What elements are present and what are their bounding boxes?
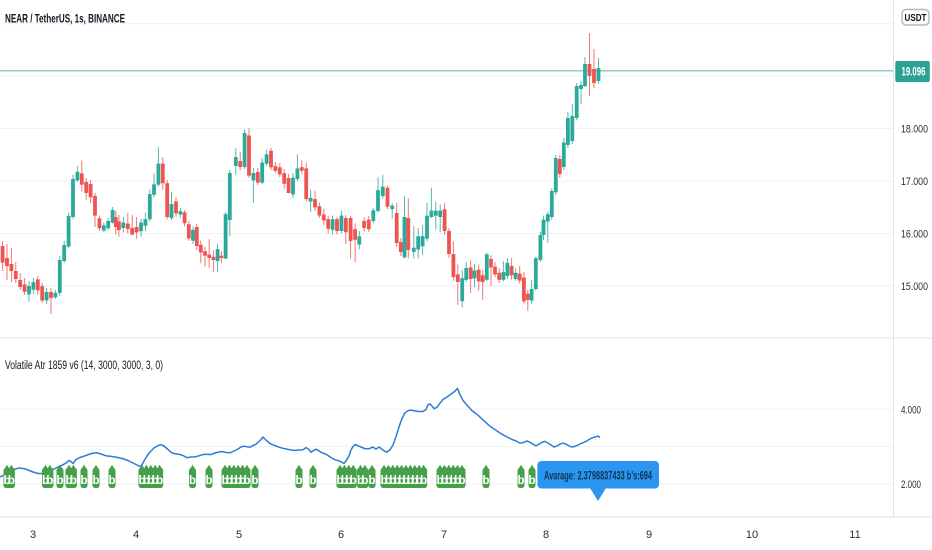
svg-text:18.000: 18.000 bbox=[901, 124, 928, 136]
svg-text:b: b bbox=[402, 475, 409, 487]
svg-text:b: b bbox=[243, 475, 250, 487]
svg-text:b: b bbox=[309, 475, 316, 487]
svg-text:b: b bbox=[416, 475, 423, 487]
svg-text:b: b bbox=[394, 475, 401, 487]
svg-text:b: b bbox=[341, 475, 348, 487]
svg-text:b: b bbox=[70, 475, 77, 487]
svg-text:Avarage: 2.3798837433 b's:694: Avarage: 2.3798837433 b's:694 bbox=[544, 471, 652, 483]
svg-text:b: b bbox=[143, 475, 150, 487]
svg-text:b: b bbox=[226, 475, 233, 487]
svg-text:b: b bbox=[528, 475, 535, 487]
svg-text:b: b bbox=[42, 475, 49, 487]
svg-text:b: b bbox=[458, 475, 465, 487]
svg-text:NEAR / TetherUS, 1s, BINANCE: NEAR / TetherUS, 1s, BINANCE bbox=[5, 12, 125, 26]
svg-text:b: b bbox=[251, 475, 258, 487]
svg-text:8: 8 bbox=[543, 529, 549, 541]
svg-text:b: b bbox=[147, 475, 154, 487]
svg-text:b: b bbox=[482, 475, 489, 487]
svg-text:6: 6 bbox=[338, 529, 344, 541]
svg-text:b: b bbox=[230, 475, 237, 487]
svg-text:15.000: 15.000 bbox=[901, 281, 928, 293]
svg-text:b: b bbox=[235, 475, 242, 487]
svg-text:b: b bbox=[445, 475, 452, 487]
svg-text:b: b bbox=[56, 475, 63, 487]
svg-text:b: b bbox=[8, 475, 15, 487]
svg-text:4.000: 4.000 bbox=[901, 404, 921, 416]
svg-text:b: b bbox=[380, 475, 387, 487]
svg-text:b: b bbox=[3, 475, 10, 487]
svg-text:17.000: 17.000 bbox=[901, 176, 928, 188]
svg-text:b: b bbox=[389, 475, 396, 487]
svg-text:b: b bbox=[336, 475, 343, 487]
svg-text:Volatile Atr 1859 v6 (14, 3000: Volatile Atr 1859 v6 (14, 3000, 3000, 3,… bbox=[5, 360, 163, 372]
svg-text:b: b bbox=[357, 475, 364, 487]
svg-text:b: b bbox=[350, 475, 357, 487]
svg-text:b: b bbox=[454, 475, 461, 487]
svg-text:3: 3 bbox=[30, 529, 36, 541]
svg-text:b: b bbox=[368, 475, 375, 487]
svg-text:b: b bbox=[205, 475, 212, 487]
svg-text:19.096: 19.096 bbox=[902, 67, 926, 79]
svg-text:b: b bbox=[407, 475, 414, 487]
svg-text:5: 5 bbox=[236, 529, 242, 541]
svg-text:16.000: 16.000 bbox=[901, 228, 928, 240]
svg-text:b: b bbox=[152, 475, 159, 487]
svg-text:b: b bbox=[295, 475, 302, 487]
svg-text:b: b bbox=[92, 475, 99, 487]
svg-text:b: b bbox=[385, 475, 392, 487]
svg-text:b: b bbox=[189, 475, 196, 487]
svg-text:b: b bbox=[65, 475, 72, 487]
svg-text:USDT: USDT bbox=[905, 13, 927, 24]
svg-text:b: b bbox=[239, 475, 246, 487]
svg-text:b: b bbox=[436, 475, 443, 487]
svg-text:b: b bbox=[420, 475, 427, 487]
svg-text:b: b bbox=[441, 475, 448, 487]
svg-text:b: b bbox=[398, 475, 405, 487]
svg-text:10: 10 bbox=[746, 529, 758, 541]
svg-text:7: 7 bbox=[441, 529, 447, 541]
svg-text:b: b bbox=[156, 475, 163, 487]
svg-text:b: b bbox=[450, 475, 457, 487]
svg-text:b: b bbox=[345, 475, 352, 487]
svg-text:b: b bbox=[411, 475, 418, 487]
svg-text:b: b bbox=[517, 475, 524, 487]
svg-text:b: b bbox=[46, 475, 53, 487]
svg-text:9: 9 bbox=[646, 529, 652, 541]
svg-text:b: b bbox=[138, 475, 145, 487]
svg-text:b: b bbox=[221, 475, 228, 487]
svg-text:b: b bbox=[361, 475, 368, 487]
svg-text:11: 11 bbox=[849, 529, 860, 541]
svg-text:4: 4 bbox=[133, 529, 139, 541]
svg-text:b: b bbox=[108, 475, 115, 487]
svg-text:2.000: 2.000 bbox=[901, 479, 921, 491]
svg-text:b: b bbox=[80, 475, 87, 487]
